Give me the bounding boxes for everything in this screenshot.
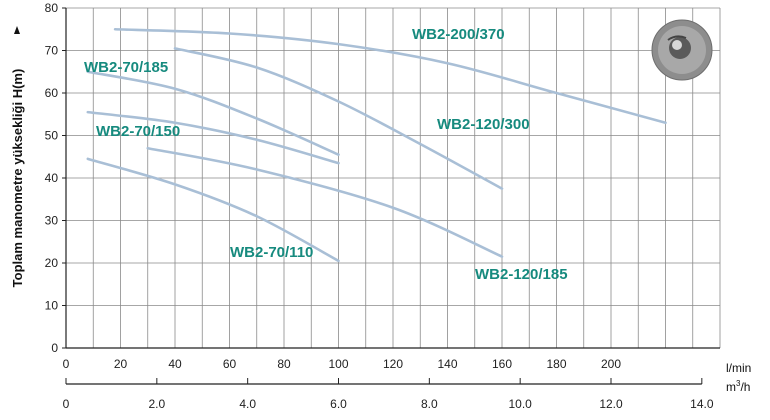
x-tick-label: 0: [63, 357, 70, 371]
y-tick-label: 0: [51, 341, 58, 355]
x-unit-secondary: m3/h: [726, 379, 750, 394]
series-label: WB2-70/185: [84, 59, 168, 76]
series-label: WB2-70/150: [96, 123, 180, 140]
y-axis-label: Toplam manometre yüksekliği H(m): [10, 69, 25, 288]
series-line-2: [86, 70, 340, 156]
x-tick-label: 120: [383, 357, 403, 371]
x-tick-label: 180: [546, 357, 566, 371]
y-tick-label: 70: [45, 44, 59, 58]
y-tick-label: 60: [45, 86, 59, 100]
tick-labels: 0 10 20 30 40 50 60 70 80 0 20 40 60 80 100 120 140 160 18…: [45, 1, 714, 411]
series-label: WB2-70/110: [230, 244, 313, 261]
x-tick-label: 100: [328, 357, 348, 371]
series-line-3: [86, 110, 340, 165]
x-tick-label: 40: [168, 357, 182, 371]
series-label: WB2-120/300: [437, 116, 530, 133]
x-unit-primary: l/min: [726, 361, 751, 375]
grid: [66, 7, 721, 348]
y-tick-label: 30: [45, 214, 59, 228]
y-tick-label: 50: [45, 129, 59, 143]
series-line-1: [173, 47, 504, 190]
x-tick-label: 60: [223, 357, 237, 371]
series-line-4: [146, 146, 504, 258]
series-labels: WB2-200/370 WB2-120/300 WB2-70/185 WB2-70/1…: [84, 26, 568, 283]
secondary-x-tick-label: 4.0: [239, 397, 256, 411]
x-tick-label: 200: [601, 357, 621, 371]
secondary-x-tick-label: 14.0: [690, 397, 714, 411]
y-axis-arrow-icon: [14, 26, 20, 34]
series-lines: [86, 27, 667, 263]
series-line-0: [113, 27, 667, 125]
secondary-x-tick-label: 0: [63, 397, 70, 411]
secondary-x-tick-label: 12.0: [599, 397, 623, 411]
axes: [62, 7, 720, 385]
y-tick-label: 10: [45, 299, 59, 313]
y-tick-label: 20: [45, 256, 59, 270]
y-tick-label: 40: [45, 171, 59, 185]
x-tick-label: 140: [437, 357, 457, 371]
secondary-x-tick-label: 8.0: [421, 397, 438, 411]
secondary-x-tick-label: 10.0: [508, 397, 532, 411]
secondary-x-tick-label: 6.0: [330, 397, 347, 411]
series-label: WB2-120/185: [475, 266, 568, 283]
series-label: WB2-200/370: [412, 26, 505, 43]
x-tick-label: 80: [277, 357, 291, 371]
y-tick-label: 80: [45, 1, 59, 15]
series-line-5: [86, 157, 340, 263]
secondary-x-tick-label: 2.0: [148, 397, 165, 411]
x-tick-label: 160: [492, 357, 512, 371]
impeller-image: [651, 19, 713, 81]
x-tick-label: 20: [114, 357, 128, 371]
